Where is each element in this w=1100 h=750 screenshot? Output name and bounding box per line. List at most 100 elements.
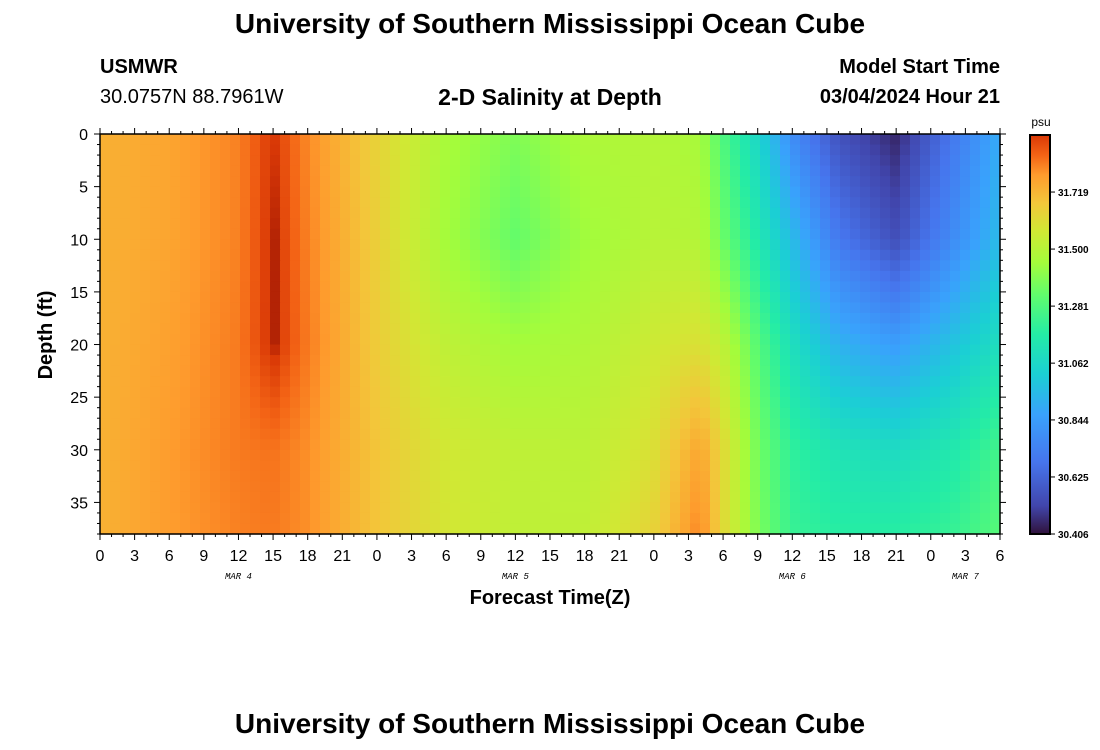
heatmap-cell [990,397,1001,409]
heatmap-cell [510,228,521,240]
heatmap-cell [320,144,331,156]
heatmap-cell [810,386,821,398]
heatmap-cell [360,407,371,419]
heatmap-cell [440,460,451,472]
heatmap-cell [190,376,201,388]
heatmap-cell [360,397,371,409]
heatmap-cell [380,281,391,293]
heatmap-cell [460,355,471,367]
heatmap-cell [600,302,611,314]
heatmap-cell [810,186,821,198]
heatmap-cell [420,134,431,146]
heatmap-cell [430,165,441,177]
heatmap-cell [960,144,971,156]
heatmap-cell [710,291,721,304]
heatmap-cell [300,365,311,377]
heatmap-cell [670,428,681,440]
heatmap-cell [650,407,661,419]
heatmap-cell [930,249,941,261]
heatmap-cell [940,418,951,430]
heatmap-cell [540,502,551,514]
heatmap-cell [350,439,361,451]
heatmap-cell [370,176,381,188]
heatmap-cell [210,491,221,504]
heatmap-cell [980,186,991,198]
heatmap-cell [870,302,881,314]
heatmap-cell [540,439,551,451]
heatmap-cell [990,260,1001,272]
heatmap-cell [850,186,861,198]
heatmap-cell [740,344,751,356]
heatmap-cell [870,291,881,304]
heatmap-cell [320,228,331,240]
heatmap-cell [780,523,791,535]
heatmap-cell [620,407,631,419]
heatmap-cell [710,281,721,293]
heatmap-cell [950,281,961,293]
heatmap-cell [650,312,661,325]
heatmap-cell [920,481,931,493]
heatmap-cell [970,491,981,504]
heatmap-cell [200,481,211,493]
heatmap-cell [640,418,651,430]
heatmap-cell [200,407,211,419]
heatmap-cell [360,376,371,388]
heatmap-cell [160,386,171,398]
heatmap-cell [970,218,981,230]
heatmap-cell [670,249,681,261]
heatmap-cell [750,460,761,472]
heatmap-cell [710,418,721,430]
heatmap-cell [120,165,131,177]
heatmap-cell [520,270,531,282]
heatmap-cell [360,228,371,240]
heatmap-cell [950,481,961,493]
heatmap-cell [890,523,901,535]
heatmap-cell [290,144,301,156]
heatmap-cell [410,302,421,314]
heatmap-cell [960,228,971,240]
x-tick-label: 15 [264,548,282,565]
heatmap-cell [490,155,501,167]
heatmap-cell [830,512,841,525]
heatmap-cell [780,334,791,346]
heatmap-cell [760,365,771,377]
heatmap-cell [900,365,911,377]
heatmap-cell [610,376,621,388]
heatmap-cell [660,207,671,219]
heatmap-cell [540,302,551,314]
model-start-label: Model Start Time [839,56,1000,78]
heatmap-cell [330,334,341,346]
heatmap-cell [920,165,931,177]
heatmap-cell [570,386,581,398]
heatmap-cell [360,323,371,335]
heatmap-cell [600,239,611,251]
heatmap-cell [280,134,291,146]
heatmap-cell [770,470,781,482]
heatmap-cell [540,323,551,335]
heatmap-cell [570,312,581,325]
heatmap-cell [970,397,981,409]
heatmap-cell [830,239,841,251]
heatmap-cell [280,228,291,240]
heatmap-cell [610,355,621,367]
heatmap-cell [680,439,691,451]
heatmap-cell [860,165,871,177]
heatmap-cell [610,260,621,272]
heatmap-cell [260,134,271,146]
heatmap-cell [680,365,691,377]
heatmap-cell [700,155,711,167]
heatmap-cell [630,218,641,230]
heatmap-cell [890,218,901,230]
heatmap-cell [380,523,391,535]
heatmap-cell [120,281,131,293]
heatmap-cell [740,491,751,504]
heatmap-cell [230,470,241,482]
heatmap-cell [470,260,481,272]
heatmap-cell [800,228,811,240]
heatmap-cell [670,260,681,272]
heatmap-cell [250,428,261,440]
heatmap-cell [600,291,611,304]
heatmap-cell [690,260,701,272]
heatmap-cell [820,386,831,398]
heatmap-cell [660,312,671,325]
